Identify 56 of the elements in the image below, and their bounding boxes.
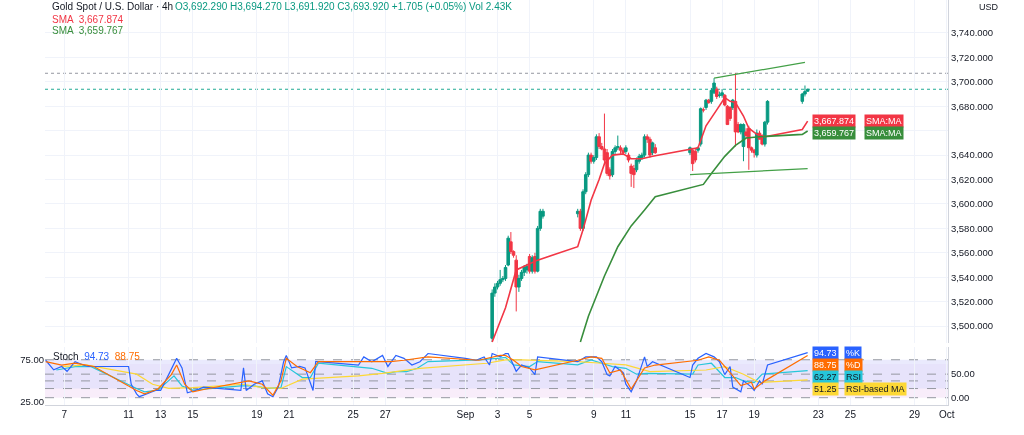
y-tick-label: 3,600.000: [950, 198, 994, 210]
x-tick-label: 29: [909, 408, 921, 420]
y-tick-label: 3,540.000: [950, 271, 994, 283]
x-tick-label: 27: [379, 408, 392, 420]
x-tick-label: 11: [620, 408, 632, 420]
annotation: SMA:MA: [866, 128, 902, 138]
y-tick-label: 3,560.000: [950, 247, 994, 259]
y-tick-label: 3,640.000: [950, 149, 994, 161]
data-label: 88.75: [814, 360, 837, 370]
y2-tick-label: 50.00: [950, 368, 975, 380]
annotation: SMA:MA: [866, 116, 902, 126]
y-tick-label: 3,720.000: [950, 51, 994, 63]
x-tick-label: 15: [684, 408, 696, 420]
data-label: 62.27: [814, 372, 837, 382]
y-tick-label: 3,680.000: [950, 100, 994, 112]
text: 88.75: [114, 351, 140, 362]
x-tick-label: 19: [748, 408, 761, 420]
x-tick-label: 9: [590, 408, 597, 420]
x-tick-label: Oct: [938, 408, 955, 420]
y-tick-label: 3,580.000: [950, 222, 994, 234]
y-tick-label: 25.00: [20, 396, 44, 408]
data-label: 51.25: [814, 384, 837, 394]
chart-title: Gold Spot / U.S. Dollar · 4h: [52, 1, 174, 12]
chart-title: Stoch: [53, 351, 79, 362]
x-tick-label: 25: [347, 408, 360, 420]
x-tick-label: 3: [494, 408, 501, 420]
x-tick-label: 19: [251, 408, 263, 420]
text: SMA 3,659.767: [52, 25, 124, 36]
x-tick-label: 15: [187, 408, 199, 420]
x-tick-label: Sep: [456, 408, 475, 420]
text: USD: [979, 2, 999, 12]
x-tick-label: 21: [283, 408, 295, 420]
y-tick-label: 3,620.000: [950, 173, 994, 185]
y2-tick-label: 0.00: [950, 392, 970, 404]
legend-label: %D: [846, 360, 861, 370]
legend-label: %K: [846, 348, 861, 358]
y-tick-label: 3,520.000: [950, 295, 994, 307]
data-label: 94.73: [814, 348, 837, 358]
x-tick-label: 13: [155, 408, 167, 420]
x-tick-label: 5: [526, 408, 533, 420]
y-tick-label: 3,740.000: [950, 27, 994, 39]
legend-label: RSI-based MA: [846, 384, 905, 394]
data-label: 3,659.767: [814, 128, 855, 138]
x-tick-label: 23: [812, 408, 825, 420]
legend-label: RSI: [846, 372, 862, 382]
chart-subtitle: O3,692.290 H3,694.270 L3,691.920 C3,693.920 +1.705 (+0.05%) Vol 2.43K: [175, 1, 513, 12]
x-tick-label: 7: [61, 408, 68, 420]
y-tick-label: 3,700.000: [950, 76, 994, 88]
text: 94.73: [84, 351, 110, 362]
y-tick-label: 3,500.000: [950, 320, 994, 332]
x-tick-label: 17: [716, 408, 729, 420]
text: SMA 3,667.874: [52, 14, 124, 25]
x-tick-label: 25: [844, 408, 857, 420]
y-tick-label: 75.00: [20, 354, 44, 366]
data-label: 3,667.874: [814, 116, 855, 126]
x-tick-label: 11: [123, 408, 135, 420]
